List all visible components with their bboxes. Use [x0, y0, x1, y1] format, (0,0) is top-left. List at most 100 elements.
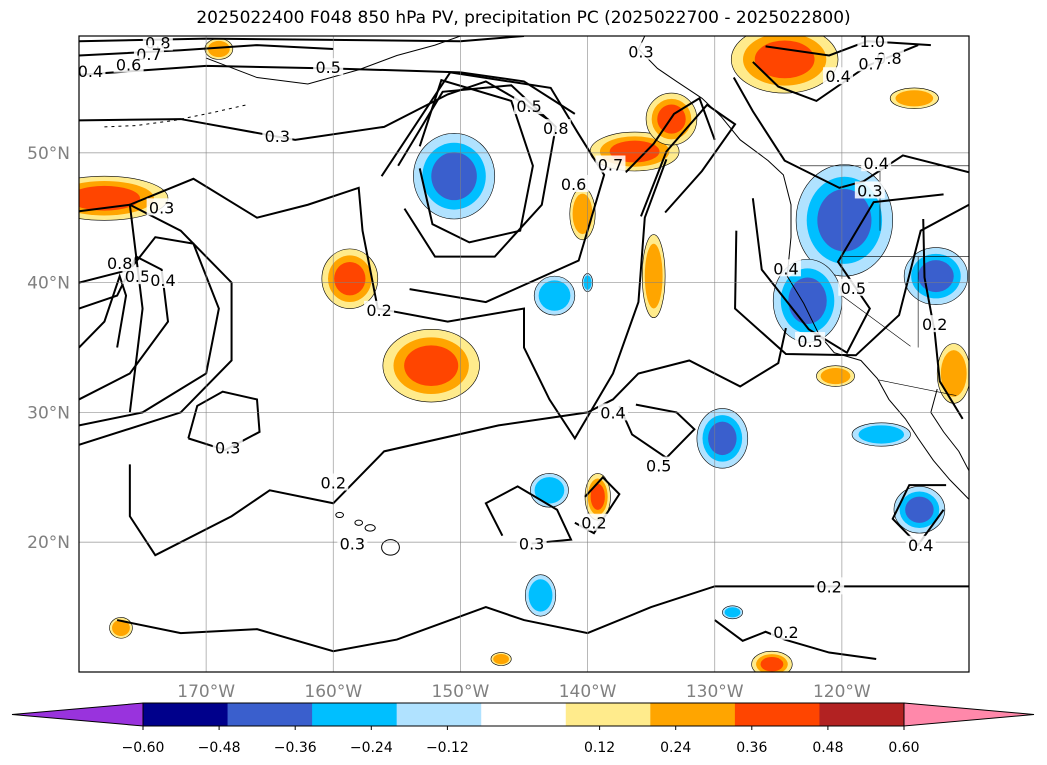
- contour-label-bg: [364, 300, 395, 318]
- contour-label-bg: [146, 198, 177, 216]
- contour-label-bg: [856, 54, 887, 72]
- precip-shade: [207, 40, 230, 58]
- contour-label: 1.0: [860, 32, 885, 51]
- contour-label: 0.5: [797, 332, 822, 351]
- contour-label: 0.2: [816, 577, 841, 596]
- contour-label-bg: [113, 55, 144, 73]
- pv-contour-line: [765, 40, 931, 57]
- precip-shade: [754, 40, 815, 79]
- pv-contour-line: [79, 272, 128, 349]
- precip-outline: [321, 248, 379, 309]
- lon-tick-label: 120°W: [813, 682, 871, 702]
- precip-outline: [696, 408, 749, 469]
- lat-tick-label: 50°N: [27, 144, 70, 164]
- lat-tick-label: 20°N: [27, 533, 70, 553]
- contour-label: 0.4: [773, 259, 798, 278]
- contour-label: 0.4: [863, 154, 888, 173]
- colorbar-segment: [650, 703, 736, 726]
- precip-outline: [524, 574, 557, 617]
- pv-contour-labels: 0.80.70.60.4 0.50.30.50.80.70.60.31.00.80…: [75, 32, 950, 642]
- contour-label: 0.3: [149, 198, 174, 217]
- precip-outline: [382, 329, 480, 403]
- contour-label-bg: [514, 97, 545, 115]
- contour-label-bg: [75, 62, 106, 80]
- precip-outline: [722, 605, 743, 620]
- precip-shade: [817, 189, 872, 252]
- precip-shade: [724, 607, 741, 618]
- contour-label: 0.2: [581, 514, 606, 533]
- pv-contour-line: [751, 193, 944, 355]
- colorbar-tick-label: −0.60: [122, 740, 165, 756]
- precip-outline: [641, 234, 666, 318]
- precip-shade: [788, 277, 827, 325]
- colorbar-tick-label: −0.24: [350, 740, 393, 756]
- gulf-coast-line: [930, 388, 969, 473]
- precip-outline: [490, 652, 512, 666]
- contour-label-bg: [558, 174, 589, 192]
- contour-label: 0.2: [773, 623, 798, 642]
- contour-label-bg: [337, 534, 368, 552]
- contour-label: 0.4: [150, 271, 175, 290]
- precip-shade: [760, 656, 784, 672]
- contour-label-bg: [212, 438, 243, 456]
- map-frame: [78, 35, 970, 673]
- pv-contour-line: [891, 484, 947, 547]
- contour-label: 0.5: [646, 457, 671, 476]
- axis-labels: 170°W 160°W 150°W 140°W 130°W 120°W 20°N 30°N 40…: [27, 144, 871, 702]
- contour-label-bg: [643, 456, 674, 474]
- precip-shade: [644, 243, 663, 309]
- colorbar-segment: [227, 703, 313, 726]
- precip-shade: [112, 619, 130, 636]
- precip-shade: [404, 345, 459, 387]
- colorbar-tick-label: 0.12: [584, 740, 615, 756]
- contour-label-bg: [262, 126, 293, 144]
- contour-label: 0.8: [543, 119, 568, 138]
- contour-label-bg: [318, 473, 349, 491]
- precip-shade: [334, 262, 366, 296]
- precip-shade: [572, 193, 593, 235]
- colorbar-segment: [481, 703, 567, 726]
- colorbar-tick-label: 0.36: [736, 740, 767, 756]
- precip-outline: [751, 650, 793, 672]
- contour-label: 0.5: [315, 58, 340, 77]
- colorbar-frame: [142, 702, 905, 727]
- hawaii-island: [354, 519, 364, 526]
- aleutian-islands: [104, 104, 247, 128]
- contour-label-bg: [838, 278, 869, 296]
- contour-label-bg: [578, 513, 609, 531]
- contour-label: 0.6: [561, 175, 586, 194]
- precip-shade: [534, 477, 565, 504]
- precip-outline: [530, 473, 569, 508]
- contour-label-bg: [905, 535, 936, 553]
- contour-label-bg: [313, 58, 344, 76]
- contour-label: 0.7: [598, 155, 623, 174]
- contour-label-bg: [919, 315, 950, 333]
- precipitation-shading: [79, 36, 969, 672]
- contour-label: 0.3: [628, 43, 653, 62]
- gridlines: [79, 36, 969, 672]
- contour-label-bg: [814, 577, 845, 595]
- pv-contour-line: [624, 96, 716, 173]
- colorbar-extend-low: [11, 702, 144, 727]
- hawaii-island: [381, 539, 400, 556]
- precip-outline: [903, 247, 969, 305]
- lon-tick-label: 140°W: [559, 682, 617, 702]
- pv-contour-line: [640, 103, 737, 217]
- precip-outline: [851, 422, 911, 447]
- contour-label: 0.5: [125, 267, 150, 286]
- contour-label-bg: [598, 403, 628, 421]
- contour-label-bg: [770, 622, 801, 640]
- pv-contour-line: [618, 403, 696, 460]
- contour-label-bg: [104, 254, 135, 272]
- precip-shade: [528, 579, 553, 612]
- colorbar-tick-label: 0.60: [888, 740, 919, 756]
- lon-tick-label: 160°W: [304, 682, 362, 702]
- precip-outline: [730, 36, 839, 94]
- west-coast-line: [637, 36, 969, 500]
- precip-outline: [816, 365, 855, 387]
- colorbar-segment: [565, 703, 651, 726]
- colorbar-tick-label: −0.12: [426, 740, 469, 756]
- hawaii-island: [335, 511, 344, 519]
- contour-label: 0.3: [215, 438, 240, 457]
